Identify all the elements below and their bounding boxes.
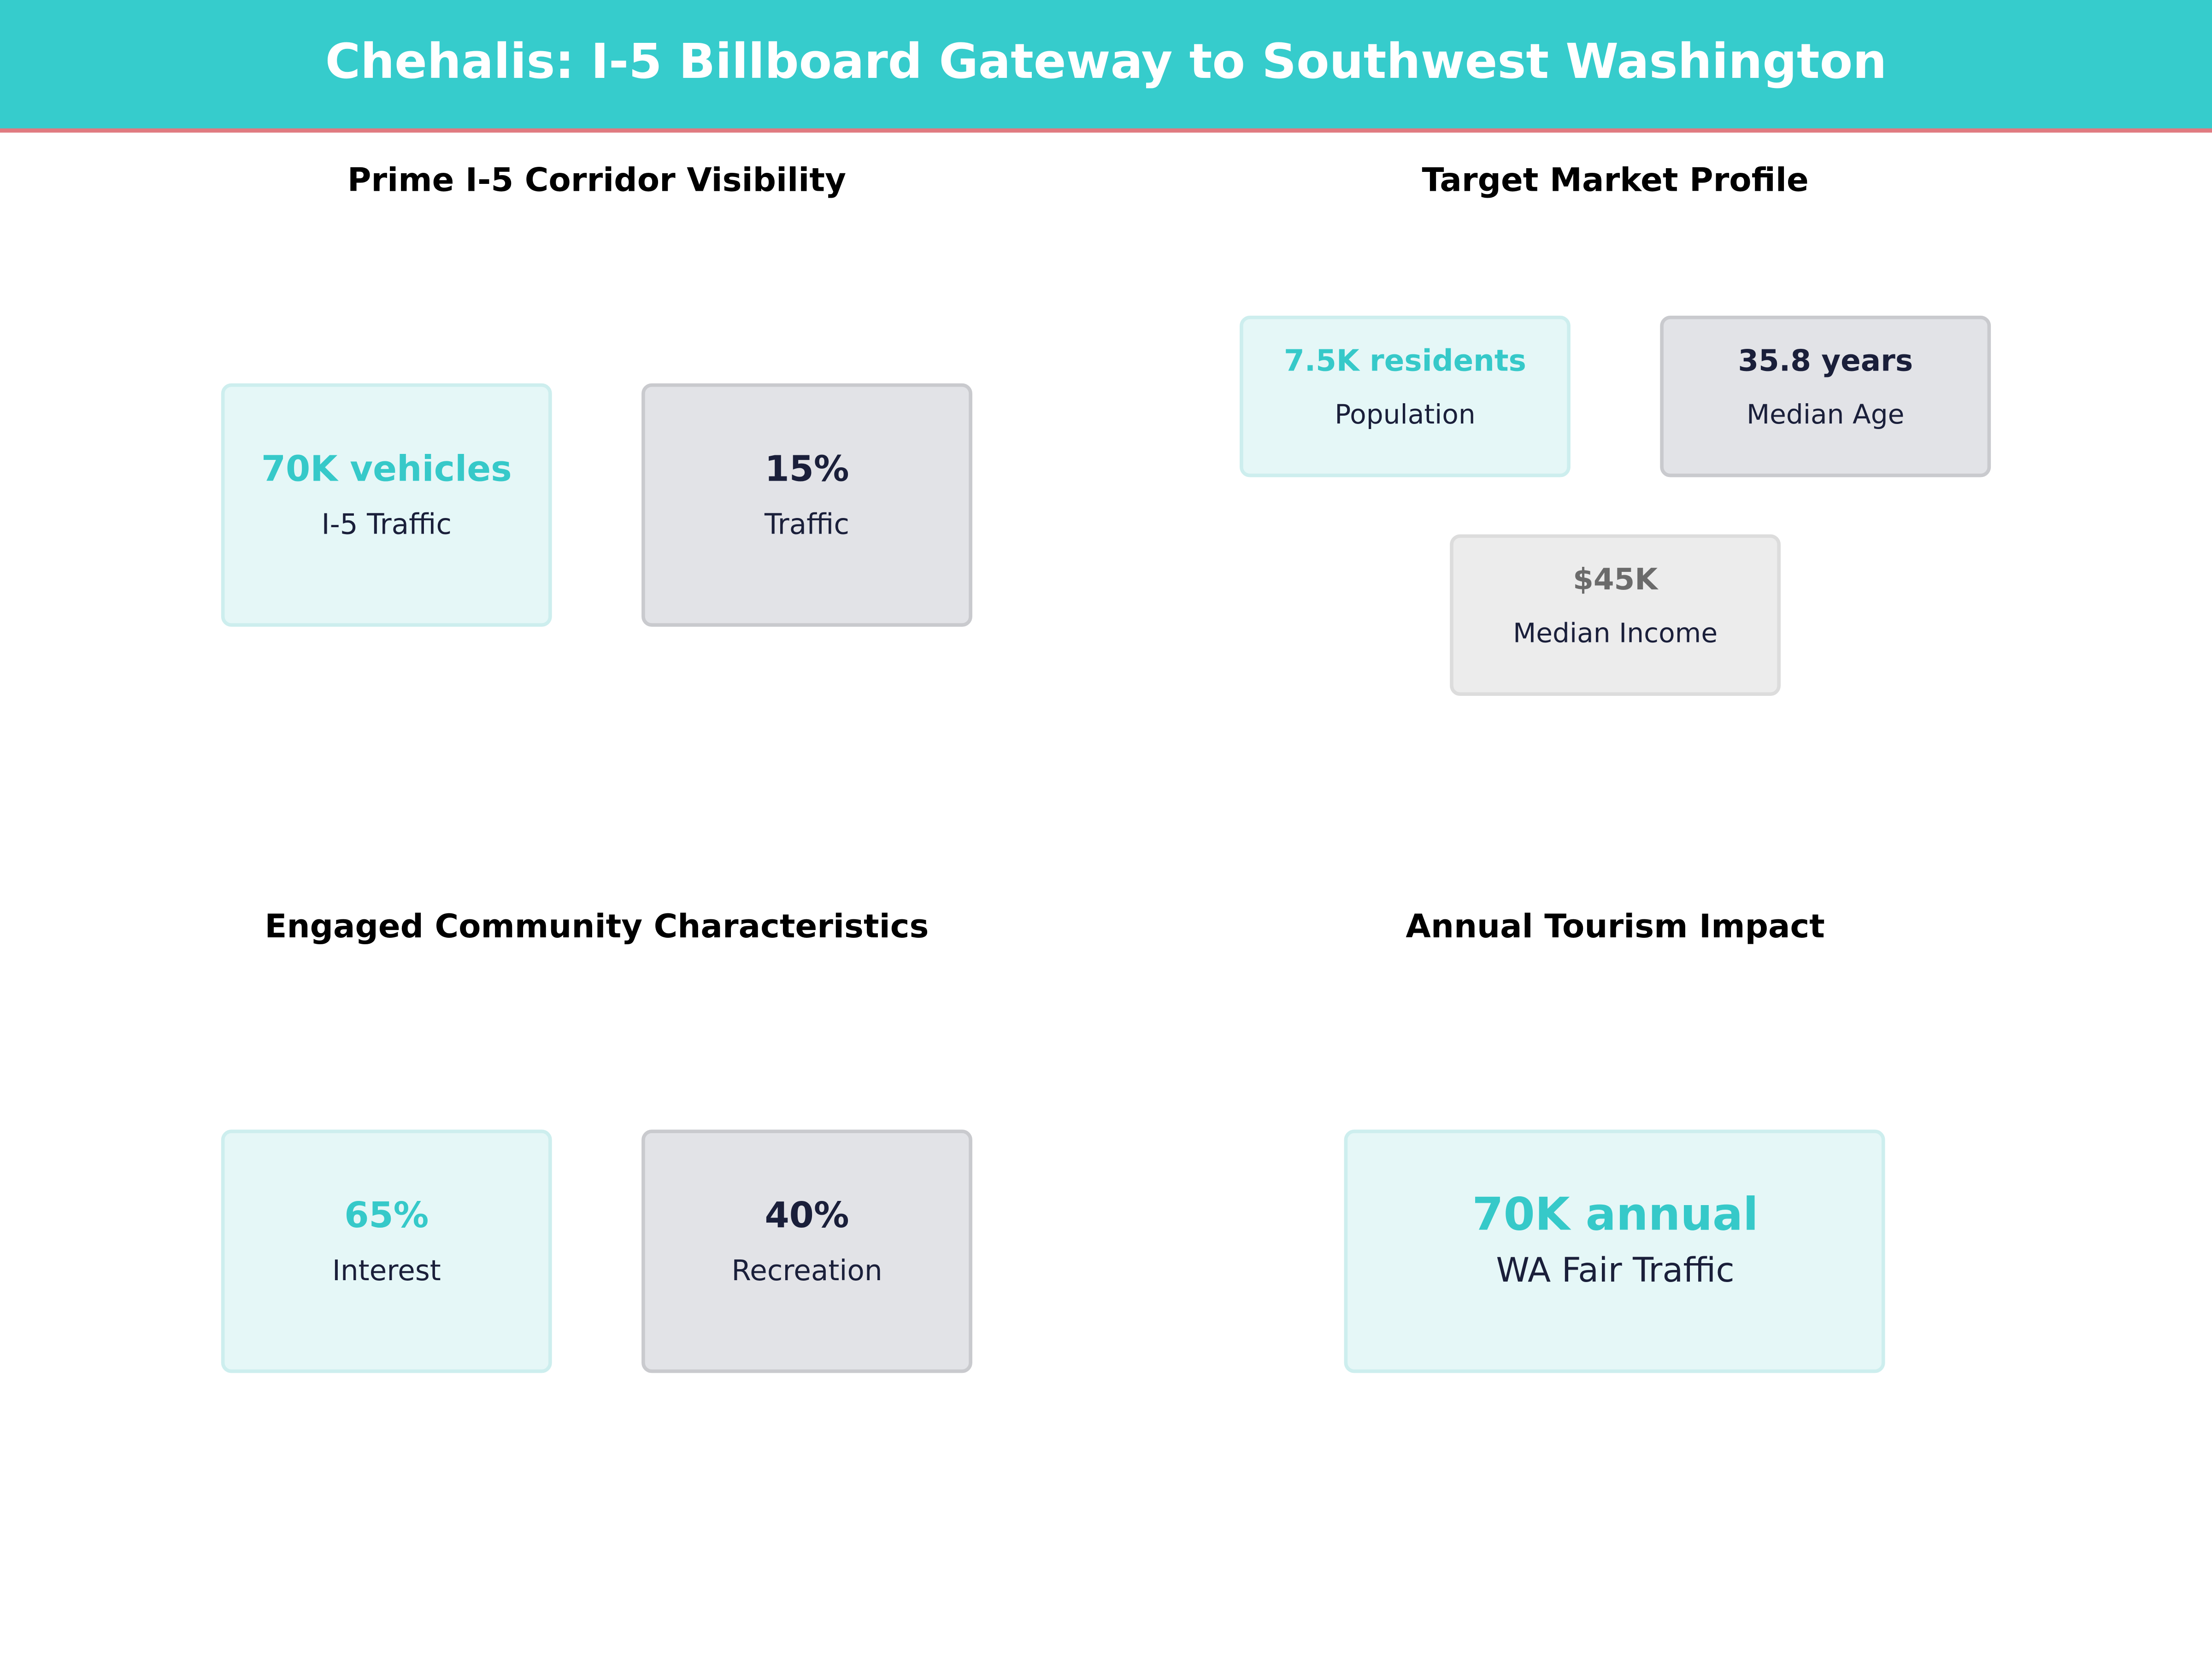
card-value: 15% [765, 448, 849, 489]
panel-title: Annual Tourism Impact [1406, 907, 1824, 945]
stat-card: 40% Recreation [641, 1130, 972, 1373]
stat-card: 35.8 years Median Age [1660, 315, 1991, 477]
card-label: Population [1335, 399, 1476, 430]
panel-title: Target Market Profile [1422, 161, 1808, 199]
panel-title: Engaged Community Characteristics [265, 907, 929, 945]
stat-card: 70K annual WA Fair Traffic [1344, 1130, 1885, 1373]
card-value: 7.5K residents [1284, 343, 1526, 378]
card-value: 70K annual [1472, 1188, 1759, 1241]
card-label: I-5 Traffic [322, 508, 452, 541]
card-label: WA Fair Traffic [1496, 1251, 1734, 1290]
header-bar [0, 0, 2212, 130]
stat-card: 7.5K residents Population [1240, 315, 1571, 477]
page-title: Chehalis: I-5 Billboard Gateway to South… [325, 33, 1887, 89]
card-value: 65% [344, 1195, 429, 1236]
panel-title: Prime I-5 Corridor Visibility [347, 161, 846, 199]
card-label: Median Age [1747, 399, 1905, 430]
card-value: 35.8 years [1738, 343, 1913, 378]
card-label: Traffic [764, 508, 849, 541]
stat-card: $45K Median Income [1450, 534, 1781, 696]
card-label: Interest [332, 1254, 441, 1287]
card-label: Median Income [1513, 618, 1718, 649]
card-value: $45K [1573, 562, 1659, 597]
card-label: Recreation [731, 1254, 882, 1287]
card-value: 70K vehicles [261, 448, 512, 489]
header-rule [0, 128, 2212, 133]
card-value: 40% [765, 1195, 849, 1236]
stat-card: 15% Traffic [641, 383, 972, 627]
stat-card: 70K vehicles I-5 Traffic [221, 383, 552, 627]
stat-card: 65% Interest [221, 1130, 552, 1373]
